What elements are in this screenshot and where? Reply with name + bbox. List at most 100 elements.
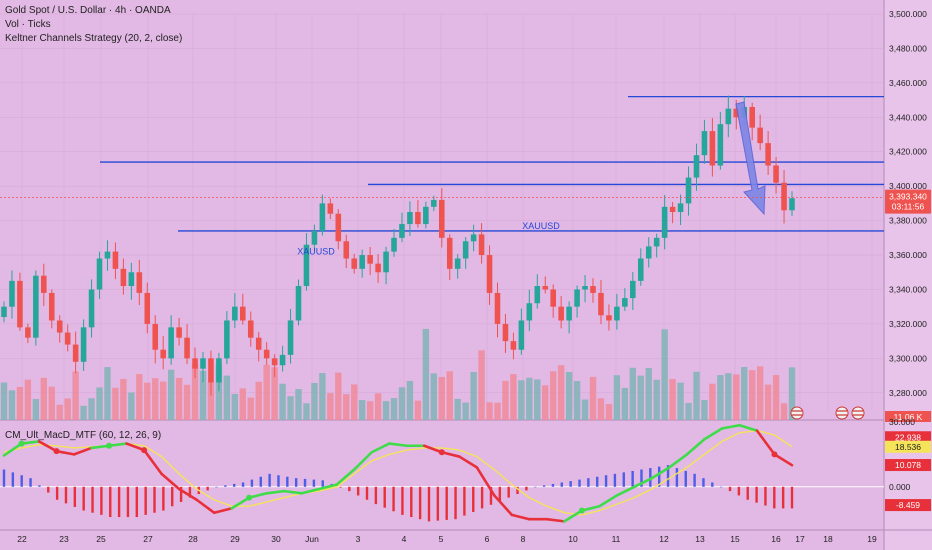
candle-body <box>216 358 222 383</box>
volume-bar <box>709 383 716 420</box>
candle-body <box>494 292 501 324</box>
candle-body <box>542 286 549 290</box>
macd-line-segment <box>738 423 759 432</box>
candle-body <box>407 212 413 225</box>
macd-histogram-bar <box>171 486 174 507</box>
candle-body <box>303 244 310 287</box>
macd-histogram-bar <box>684 470 687 487</box>
candle-body <box>17 280 23 328</box>
candle-body <box>717 124 724 166</box>
series-annotation-label: XAUUSD <box>297 247 335 257</box>
macd-tick-label: 30.000 <box>889 417 915 427</box>
candle-body <box>208 358 214 383</box>
volume-bar <box>756 366 764 420</box>
macd-line-segment <box>633 476 654 489</box>
volume-bar <box>263 364 270 420</box>
candle-body <box>48 292 55 321</box>
macd-cross-dot <box>53 448 60 455</box>
candle-body <box>669 206 676 212</box>
macd-line-segment <box>545 517 566 523</box>
candle-body <box>438 199 445 238</box>
macd-histogram-bar <box>640 469 643 487</box>
macd-histogram-bar <box>91 486 94 513</box>
candle-body <box>96 258 103 290</box>
candle-body <box>685 177 692 204</box>
date-tick-label: 6 <box>485 534 490 544</box>
volume-bar <box>327 393 334 420</box>
candle-body <box>606 315 612 321</box>
volume-bar <box>303 403 310 420</box>
macd-histogram-bar <box>348 486 351 492</box>
candle-body <box>637 258 644 281</box>
volume-bar <box>136 374 143 420</box>
macd-histogram-bar <box>117 486 121 518</box>
candle-body <box>184 337 190 359</box>
volume-bar <box>287 396 294 420</box>
date-tick-label: 17 <box>795 534 805 544</box>
volume-bar <box>72 371 79 420</box>
candle-body <box>598 292 604 316</box>
macd-histogram-bar <box>224 485 227 487</box>
date-tick-label: 13 <box>695 534 705 544</box>
macd-histogram-bar <box>773 486 776 509</box>
candle-body <box>423 206 429 225</box>
volume-bar <box>462 402 469 420</box>
candle-body <box>287 320 294 355</box>
candle-body <box>200 358 206 369</box>
volume-bar <box>128 392 135 420</box>
candle-body <box>152 323 159 350</box>
volume-bar <box>629 367 636 420</box>
macd-histogram-bar <box>401 486 404 515</box>
volume-bar <box>32 399 40 420</box>
candle-body <box>192 358 198 369</box>
volume-bar <box>64 398 71 420</box>
macd-histogram-bar <box>259 476 262 487</box>
date-tick-label: 5 <box>439 534 444 544</box>
candle-body <box>415 212 421 225</box>
macd-histogram-bar <box>188 486 192 498</box>
candle-body <box>343 241 350 259</box>
macd-histogram-bar <box>206 486 209 491</box>
date-tick-label: 4 <box>402 534 407 544</box>
macd-histogram-bar <box>436 486 440 521</box>
macd-histogram-bar <box>250 479 254 487</box>
candle-body <box>462 241 469 259</box>
macd-histogram-bar <box>534 486 537 488</box>
volume-bar <box>772 375 780 420</box>
volume-bar <box>494 402 501 420</box>
candle-body <box>677 203 684 212</box>
price-tick-label: 3,500.000 <box>889 9 927 19</box>
macd-line-segment <box>317 483 339 491</box>
volume-bar <box>255 381 262 420</box>
volume-bar <box>160 381 167 420</box>
macd-line-segment <box>773 453 794 467</box>
date-tick-label: 12 <box>659 534 669 544</box>
macd-line-segment <box>720 423 741 430</box>
macd-line-segment <box>37 440 58 453</box>
candle-body <box>56 320 63 333</box>
price-tick-label: 3,420.000 <box>889 147 927 157</box>
candle-body <box>582 286 588 290</box>
macd-histogram-bar <box>312 479 316 487</box>
macd-value-badge <box>885 459 931 472</box>
date-tick-label: 23 <box>59 534 69 544</box>
candle-body <box>574 289 580 307</box>
candle-body <box>327 203 334 214</box>
candle-body <box>41 275 47 293</box>
volume-bar <box>223 375 231 420</box>
volume-bar <box>207 381 215 420</box>
macd-cross-dot <box>438 449 445 456</box>
volume-bar <box>470 371 477 420</box>
candle-body <box>168 327 174 359</box>
price-axis-background <box>884 0 932 550</box>
candle-body <box>128 272 135 287</box>
macd-line-segment <box>212 507 233 515</box>
candle-body <box>391 237 397 252</box>
volume-badge <box>885 411 931 422</box>
macd-histogram-bar <box>702 478 705 487</box>
candle-body <box>399 224 405 238</box>
candle-body <box>431 199 437 207</box>
candle-body <box>566 306 572 321</box>
